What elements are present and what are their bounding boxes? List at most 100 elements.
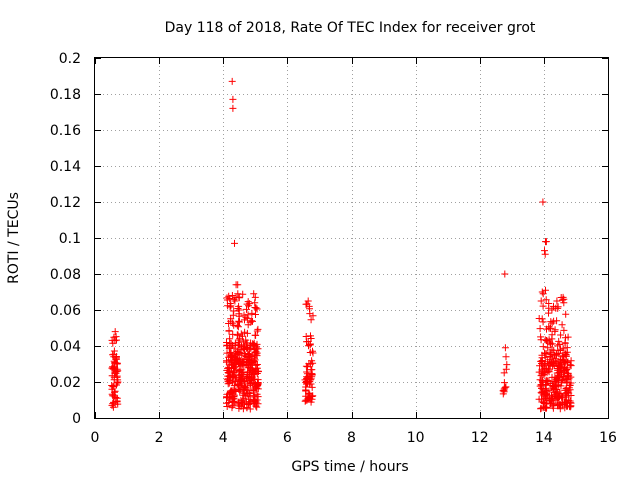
data-point [252, 381, 260, 389]
data-point [500, 369, 508, 377]
x-axis-label: GPS time / hours [291, 459, 408, 475]
data-point [548, 346, 556, 354]
data-point [567, 362, 575, 370]
data-point [113, 378, 121, 386]
data-point [236, 356, 244, 364]
data-point [302, 383, 310, 391]
data-point [229, 311, 237, 319]
data-point [225, 353, 233, 361]
data-point [223, 294, 231, 302]
x-tick-label: 8 [347, 430, 356, 446]
data-point [231, 239, 238, 247]
data-point [542, 377, 550, 385]
data-point [250, 342, 258, 349]
data-point [562, 351, 570, 359]
grid [95, 58, 608, 418]
data-point [235, 338, 243, 346]
data-point [564, 333, 572, 341]
data-point [301, 397, 309, 405]
data-point [538, 288, 546, 296]
data-point [239, 344, 247, 352]
data-point [111, 337, 119, 345]
data-point [545, 304, 553, 312]
y-tick-label: 0.02 [50, 375, 81, 391]
data-point [225, 320, 233, 327]
y-tick-label: 0.08 [50, 267, 81, 283]
data-point [567, 373, 575, 381]
data-point [245, 364, 253, 372]
data-point [253, 396, 261, 404]
data-point [246, 398, 254, 406]
data-point [225, 292, 233, 300]
plot-frame [94, 57, 609, 419]
data-point [235, 306, 243, 314]
data-point [543, 376, 551, 384]
data-point [230, 321, 238, 329]
data-point [561, 339, 569, 347]
data-point [556, 341, 564, 348]
data-point [228, 77, 236, 85]
y-tick-label: 0.1 [59, 231, 81, 247]
data-point [556, 405, 564, 413]
data-point [229, 95, 237, 103]
data-point [542, 296, 550, 304]
data-point [110, 398, 117, 406]
data-point [238, 384, 246, 392]
data-point [536, 382, 544, 390]
data-point [240, 378, 248, 386]
data-point [541, 360, 549, 368]
data-point [251, 293, 259, 301]
data-point [110, 333, 118, 341]
x-tick-label: 2 [155, 430, 164, 446]
data-point [113, 359, 121, 367]
data-point [303, 368, 311, 376]
data-point [235, 312, 243, 320]
data-point [549, 402, 557, 410]
data-point [229, 104, 237, 112]
data-point [250, 341, 257, 349]
x-tick-label: 16 [599, 430, 617, 446]
data-point [245, 390, 253, 397]
data-point [303, 338, 310, 346]
y-axis-label: ROTI / TECUs [6, 192, 22, 284]
data-point [555, 337, 563, 345]
data-point [306, 310, 314, 318]
data-point [225, 327, 233, 335]
data-point [500, 379, 508, 387]
data-point [535, 368, 543, 376]
data-point [305, 302, 313, 310]
data-point [545, 323, 553, 331]
data-point [539, 391, 547, 399]
data-point [558, 400, 566, 408]
data-point [234, 290, 242, 298]
data-point [307, 316, 315, 324]
data-point [559, 373, 567, 380]
data-points [108, 77, 575, 413]
data-point [250, 388, 257, 396]
data-point [245, 399, 253, 407]
chart-title: Day 118 of 2018, Rate Of TEC Index for r… [165, 20, 536, 36]
data-point [236, 371, 244, 379]
data-point [112, 394, 120, 401]
data-point [239, 369, 247, 377]
x-tick-label: 4 [219, 430, 228, 446]
data-point [558, 321, 566, 329]
data-point [252, 311, 259, 318]
data-point [228, 402, 236, 410]
data-point [554, 394, 562, 402]
data-point [243, 329, 251, 337]
data-point [561, 404, 569, 412]
data-point [227, 349, 235, 357]
data-point [242, 385, 250, 393]
data-point [242, 313, 250, 321]
data-point [229, 341, 236, 349]
data-point [560, 299, 568, 307]
data-point [555, 350, 563, 358]
data-point [251, 354, 258, 362]
data-point [307, 335, 315, 342]
data-point [234, 331, 242, 339]
data-point [501, 270, 509, 278]
data-point [301, 376, 309, 384]
data-point [225, 377, 233, 385]
data-point [536, 325, 544, 333]
